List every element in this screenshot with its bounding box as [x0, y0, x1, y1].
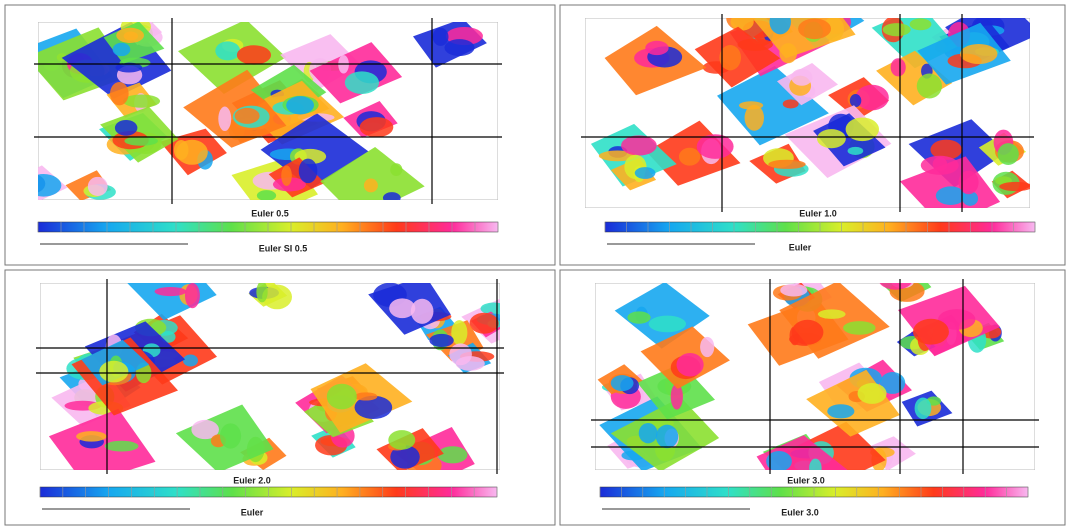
anomaly-blob: [235, 108, 260, 124]
anomaly-blob: [915, 398, 932, 420]
anomaly-blob: [679, 148, 700, 166]
anomaly-blob: [883, 23, 911, 36]
anomaly-blob: [237, 45, 271, 64]
anomaly-blob: [639, 423, 658, 443]
anomaly-blob: [286, 96, 314, 114]
panel-title: Euler 3.0: [787, 475, 825, 485]
anomaly-blob: [155, 287, 187, 296]
anomaly-blob: [827, 404, 854, 418]
anomaly-blob: [345, 71, 379, 94]
anomaly-blob: [105, 441, 139, 452]
anomaly-blob: [354, 392, 377, 400]
anomaly-blob: [858, 383, 887, 404]
legend-label: Euler SI 0.5: [259, 243, 308, 253]
anomaly-blob: [848, 147, 864, 155]
legend-label: Euler: [241, 507, 264, 517]
anomaly-blob: [739, 101, 763, 109]
anomaly-blob: [218, 107, 231, 131]
anomaly-blob: [891, 58, 906, 76]
anomaly-blob: [913, 319, 949, 345]
anomaly-blob: [433, 28, 449, 46]
anomaly-blob: [76, 431, 107, 441]
anomaly-blob: [656, 425, 678, 449]
panel-title: Euler 1.0: [799, 208, 837, 218]
anomaly-blob: [124, 136, 158, 146]
anomaly-blob: [360, 117, 394, 137]
anomaly-blob: [792, 320, 824, 345]
anomaly-blob: [780, 284, 807, 297]
anomaly-blob: [388, 430, 415, 450]
anomaly-blob: [798, 18, 831, 39]
anomaly-blob: [768, 160, 805, 169]
anomaly-blob: [817, 129, 846, 148]
anomaly-blob: [850, 94, 861, 107]
anomaly-blob: [738, 38, 773, 50]
anomaly-blob: [389, 298, 415, 318]
anomaly-blob: [697, 134, 734, 159]
anomaly-blob: [635, 167, 656, 179]
anomaly-blob: [444, 39, 474, 56]
anomaly-blob: [677, 353, 704, 376]
anomaly-blob: [327, 384, 357, 410]
anomaly-blob: [364, 179, 378, 193]
anomaly-blob: [99, 361, 128, 383]
anomaly-blob: [88, 177, 108, 196]
anomaly-blob: [281, 166, 292, 186]
legend-label: Euler: [789, 242, 812, 252]
anomaly-blob: [220, 423, 241, 448]
anomaly-blob: [960, 44, 997, 64]
anomaly-blob: [116, 28, 144, 43]
anomaly-blob: [791, 69, 812, 86]
anomaly-blob: [429, 334, 453, 347]
anomaly-blob: [818, 309, 846, 318]
anomaly-blob: [438, 446, 468, 463]
anomaly-blob: [456, 356, 485, 371]
anomaly-blob: [174, 140, 189, 160]
anomaly-blob: [700, 337, 714, 357]
anomaly-blob: [451, 320, 467, 345]
anomaly-blob: [621, 135, 657, 155]
anomaly-blob: [999, 182, 1032, 191]
anomaly-blob: [183, 355, 198, 367]
anomaly-blob: [627, 311, 650, 323]
anomaly-blob: [215, 41, 240, 60]
anomaly-blob: [257, 190, 276, 201]
anomaly-blob: [783, 99, 799, 108]
anomaly-blob: [998, 143, 1019, 165]
anomaly-blob: [645, 41, 668, 55]
anomaly-blob: [649, 316, 686, 333]
anomaly-blob: [123, 94, 160, 107]
anomaly-blob: [299, 159, 318, 184]
anomaly-blob: [910, 18, 932, 30]
panel-title: Euler 2.0: [233, 475, 271, 485]
legend-label: Euler 3.0: [781, 507, 819, 517]
figure: Euler 0.5 Euler SI 0.5 Euler 1.0 Euler E…: [0, 0, 1069, 529]
anomaly-blob: [917, 73, 942, 98]
anomaly-blob: [611, 375, 634, 391]
anomaly-blob: [470, 313, 499, 334]
anomaly-blob: [115, 120, 138, 136]
anomaly-blob: [390, 163, 402, 176]
anomaly-blob: [256, 281, 267, 302]
anomaly-blob: [843, 321, 876, 335]
anomaly-blob: [113, 43, 131, 56]
anomaly-blob: [110, 82, 129, 105]
anomaly-blob: [185, 283, 200, 308]
panel-title: Euler 0.5: [251, 208, 289, 218]
